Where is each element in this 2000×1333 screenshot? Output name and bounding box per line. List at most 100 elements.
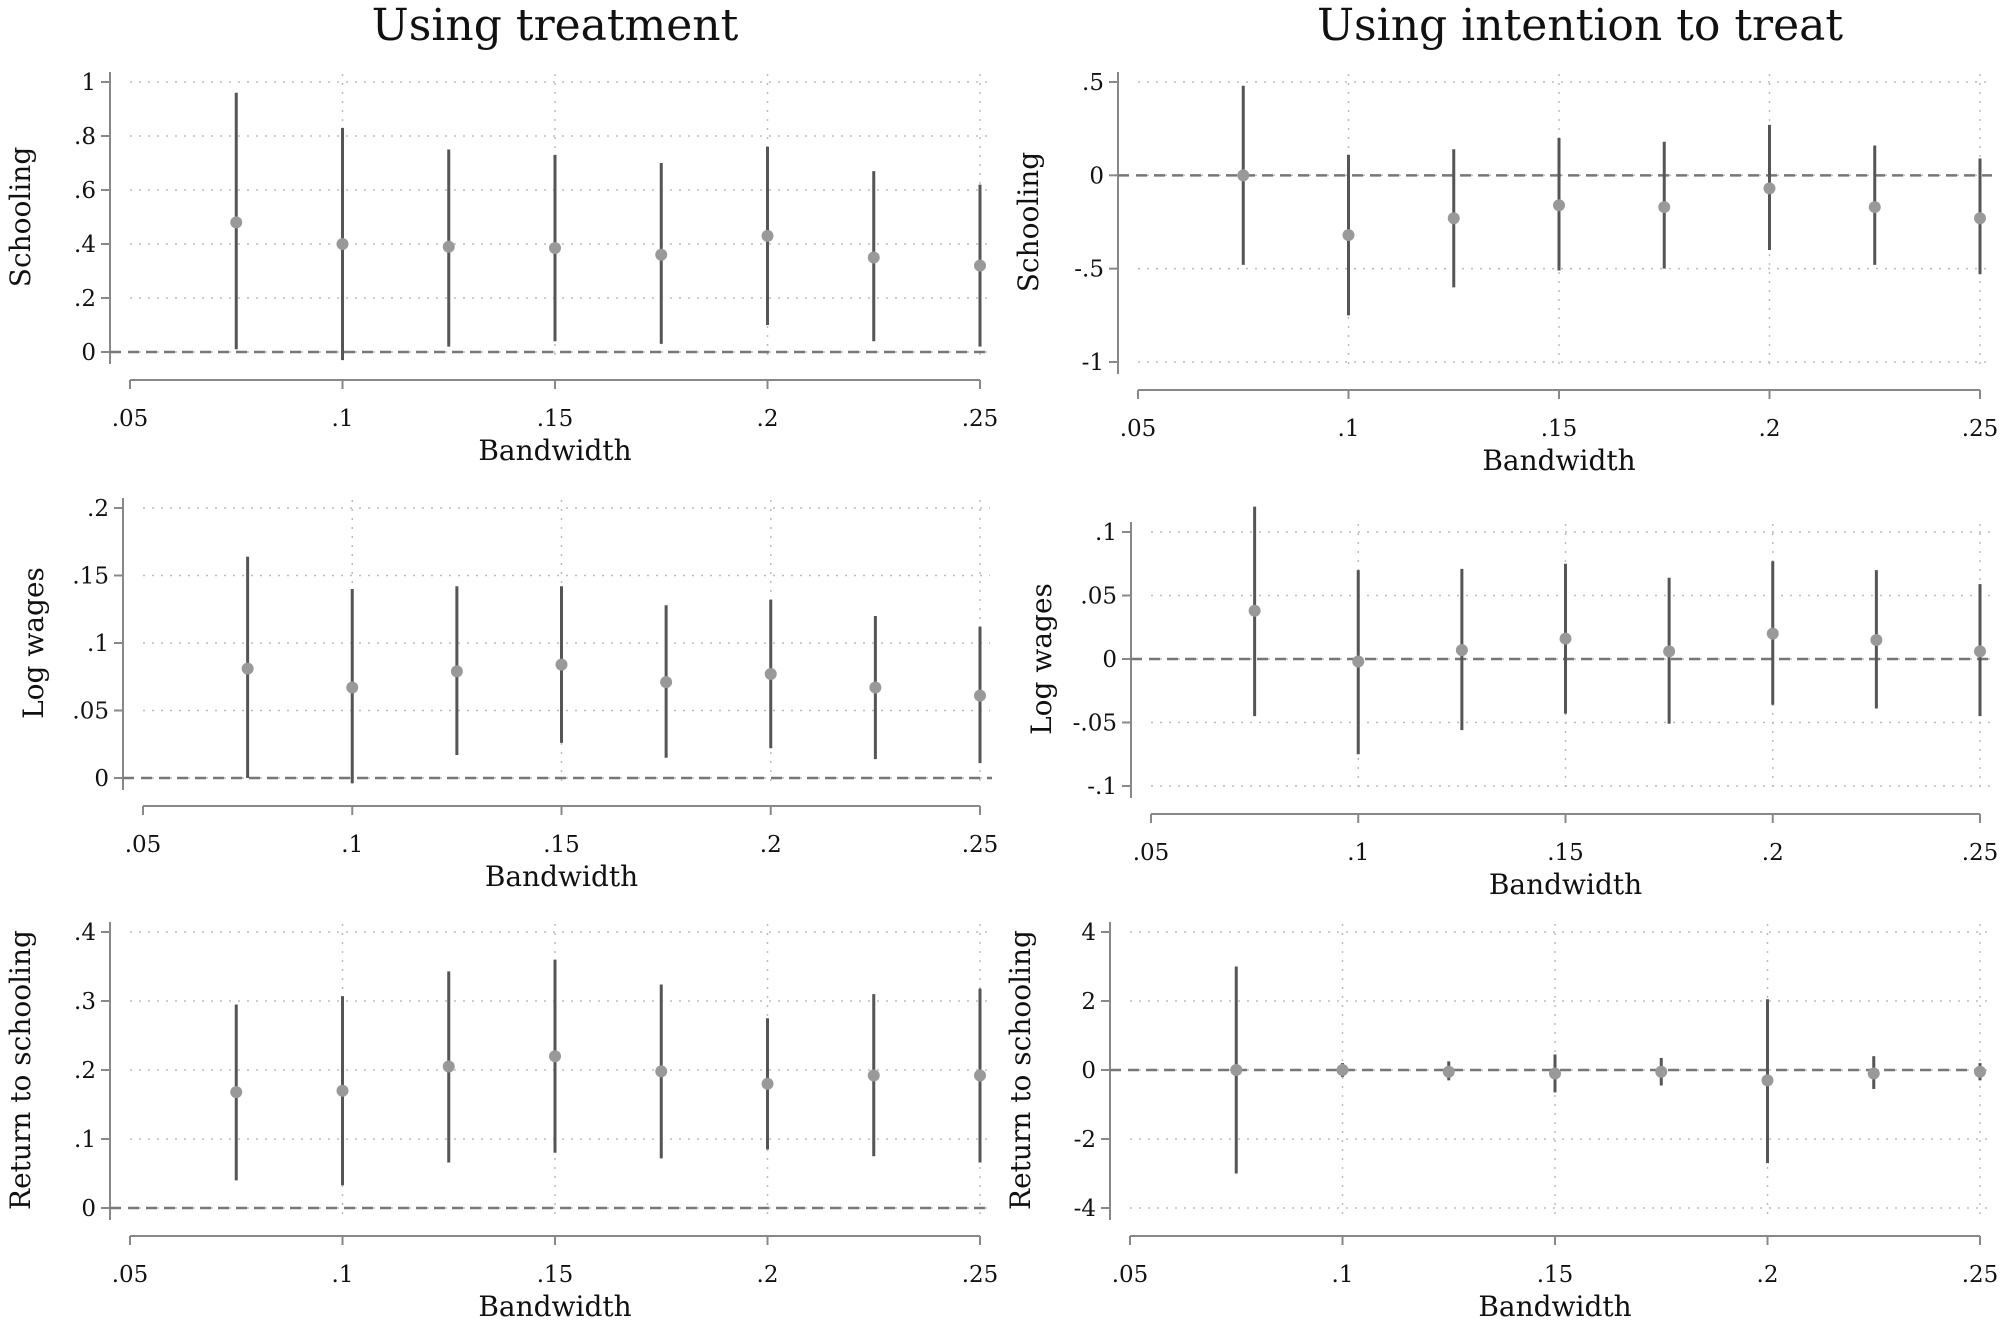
point-estimate — [336, 238, 349, 250]
point-estimate — [867, 251, 880, 264]
point-estimate — [1559, 632, 1572, 645]
point-estimate — [1974, 212, 1986, 225]
y-tick-label: .4 — [74, 232, 96, 258]
point-estimate — [1870, 633, 1883, 646]
y-axis-title: Schooling — [1012, 152, 1045, 293]
point-estimate — [230, 216, 243, 229]
y-axis-title: Return to schooling — [4, 930, 37, 1210]
point-estimate — [1867, 1067, 1880, 1080]
y-axis-title: Log wages — [1025, 583, 1058, 735]
x-tick-label: .05 — [1112, 1262, 1149, 1288]
point-estimate — [660, 676, 673, 689]
panel-treatment-log-wages: 0 .05 .1 .15 .2 .05 .1 .15 .2 .25 Bandwidth Log wag… — [17, 496, 998, 893]
y-tick-label: .6 — [74, 178, 96, 204]
y-tick-label: .1 — [87, 631, 109, 657]
x-tick-label: .25 — [1962, 1262, 1999, 1288]
y-tick-label: .2 — [87, 496, 109, 522]
y-tick-label: 0 — [94, 766, 109, 792]
point-estimate — [869, 681, 882, 694]
point-estimate — [1974, 1065, 1986, 1078]
point-estimate — [1761, 1074, 1774, 1087]
y-axis-title: Schooling — [4, 147, 37, 288]
y-tick-label: -4 — [1074, 1196, 1096, 1222]
point-estimate — [1658, 201, 1671, 214]
point-estimate — [974, 259, 986, 272]
point-estimate — [442, 240, 455, 253]
x-tick-label: .15 — [1537, 1262, 1574, 1288]
y-tick-label: 0 — [81, 340, 96, 366]
y-tick-label: .4 — [74, 920, 96, 946]
y-tick-label: -1 — [1082, 350, 1104, 376]
point-estimate — [1974, 645, 1986, 658]
x-tick-label: .15 — [537, 406, 574, 432]
x-axis-title: Bandwidth — [1489, 868, 1642, 901]
x-tick-label: .1 — [341, 832, 363, 858]
x-tick-label: .05 — [125, 832, 162, 858]
y-tick-label: .1 — [1095, 520, 1117, 546]
x-tick-label: .25 — [962, 406, 999, 432]
x-tick-label: .05 — [1133, 840, 1170, 866]
y-tick-label: -.5 — [1074, 257, 1104, 283]
point-estimate — [867, 1069, 880, 1082]
y-tick-label: 0 — [1081, 1058, 1096, 1084]
point-estimate — [549, 242, 561, 255]
y-tick-label: .15 — [72, 564, 109, 590]
point-estimate — [1248, 604, 1261, 617]
point-estimate — [1352, 655, 1365, 668]
x-tick-label: .15 — [1541, 416, 1578, 442]
x-tick-label: .05 — [112, 406, 149, 432]
point-estimate — [1237, 169, 1250, 182]
x-axis-title: Bandwidth — [478, 1290, 631, 1323]
point-estimate — [241, 662, 254, 675]
y-tick-label: .5 — [1082, 70, 1104, 96]
panel-treatment-schooling: 0 .2 .4 .6 .8 1 .05 .1 .15 .2 .25 Bandwidth Schoolin… — [4, 70, 998, 467]
y-tick-label: .2 — [74, 286, 96, 312]
x-tick-label: .2 — [1757, 1262, 1779, 1288]
point-estimate — [761, 229, 774, 242]
y-tick-label: 1 — [81, 70, 96, 96]
x-tick-label: .1 — [1332, 1262, 1354, 1288]
x-tick-label: .1 — [1338, 416, 1360, 442]
x-tick-label: .2 — [757, 1262, 779, 1288]
x-tick-label: .1 — [332, 1262, 354, 1288]
y-tick-label: .3 — [74, 989, 96, 1015]
x-tick-label: .05 — [1120, 416, 1157, 442]
x-axis-title: Bandwidth — [485, 860, 638, 893]
point-estimate — [549, 1050, 561, 1063]
x-tick-label: .1 — [332, 406, 354, 432]
y-tick-label: .05 — [72, 699, 109, 725]
point-estimate — [336, 1084, 349, 1097]
point-estimate — [450, 665, 463, 678]
point-estimate — [1342, 229, 1355, 242]
point-estimate — [230, 1086, 243, 1099]
panel-itt-schooling: -1 -.5 0 .5 .05 .1 .15 .2 .25 Bandwidth Schooling — [1012, 70, 1998, 477]
x-tick-label: .2 — [757, 406, 779, 432]
x-tick-label: .05 — [112, 1262, 149, 1288]
y-tick-label: 2 — [1081, 989, 1096, 1015]
y-tick-label: 0 — [1089, 163, 1104, 189]
point-estimate — [1447, 212, 1460, 225]
point-estimate — [974, 1069, 986, 1082]
y-tick-label: 4 — [1081, 920, 1096, 946]
point-estimate — [1336, 1064, 1349, 1076]
x-tick-label: .15 — [1547, 840, 1584, 866]
y-tick-label: -.05 — [1073, 711, 1117, 737]
point-estimate — [761, 1077, 774, 1090]
point-estimate — [655, 1065, 668, 1078]
y-tick-label: -.1 — [1087, 774, 1117, 800]
y-tick-label: .05 — [1080, 584, 1117, 610]
y-axis-title: Log wages — [17, 567, 50, 719]
panel-treatment-return-to-schooling: 0 .1 .2 .3 .4 .05 .1 .15 .2 .25 Bandwidth Return to… — [4, 920, 998, 1323]
x-tick-label: .2 — [760, 832, 782, 858]
point-estimate — [1766, 627, 1779, 640]
panel-itt-log-wages: -.1 -.05 0 .05 .1 .05 .1 .15 .2 .25 Bandwidth Log w… — [1025, 506, 1998, 901]
x-tick-label: .25 — [962, 1262, 999, 1288]
x-axis-title: Bandwidth — [478, 434, 631, 467]
x-axis-title: Bandwidth — [1478, 1290, 1631, 1323]
x-axis-title: Bandwidth — [1482, 444, 1635, 477]
x-tick-label: .25 — [962, 832, 999, 858]
point-estimate — [1655, 1065, 1668, 1078]
point-estimate — [974, 689, 986, 702]
point-estimate — [1663, 645, 1676, 658]
x-tick-label: .15 — [543, 832, 580, 858]
